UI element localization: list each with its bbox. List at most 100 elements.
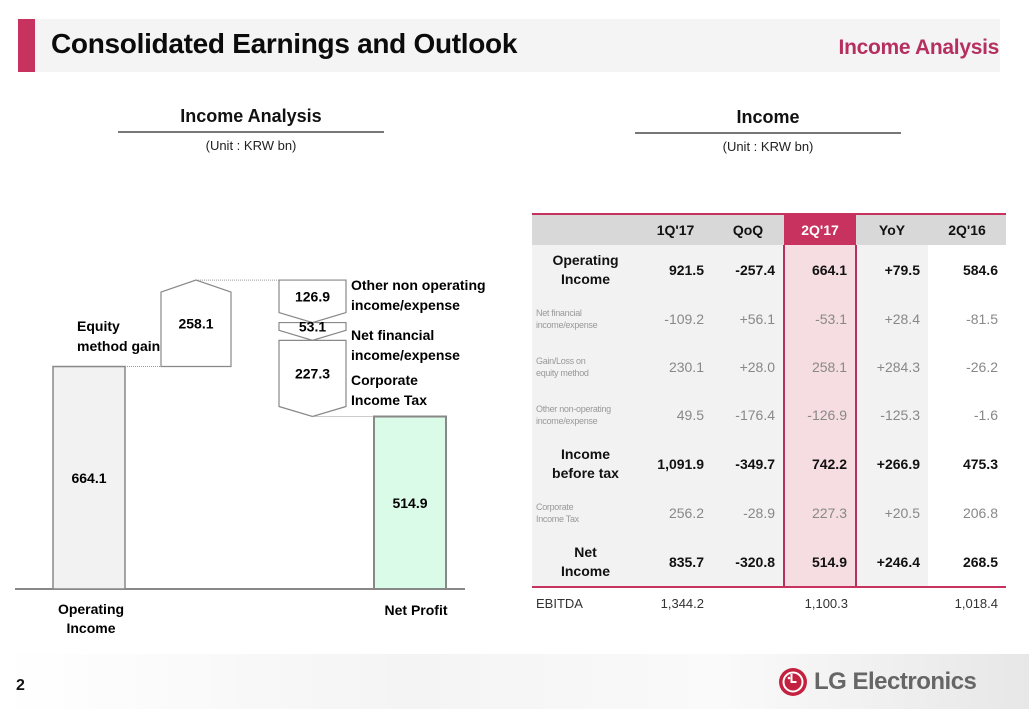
- row-label: Net financial income/expense: [532, 295, 639, 343]
- table-cell: 742.2: [783, 439, 857, 489]
- col-header-yoy: YoY: [878, 222, 906, 238]
- section-label: Income Analysis: [838, 36, 1000, 59]
- net-profit-bar: [373, 415, 447, 590]
- tax-label-line2: Income Tax: [351, 392, 427, 408]
- row-label-line: Income Tax: [536, 514, 579, 524]
- row-label-line: Other non-operating: [536, 404, 611, 414]
- other-nonop-arrow: [278, 279, 347, 324]
- table-cell: 1,091.9: [639, 439, 712, 489]
- row-label-line: Income: [560, 446, 610, 462]
- col-header-2q16: 2Q'16: [948, 222, 986, 238]
- table-cell: 256.2: [639, 489, 712, 537]
- net-financial-arrow: [278, 321, 347, 341]
- table-cell: 475.3: [928, 439, 1006, 489]
- table-row: Operating Income 921.5 -257.4 664.1 +79.5 584.…: [532, 245, 1006, 295]
- waterfall-chart: 664.1 258.1 126.9 53.1 227.3 514.9 Equit…: [15, 277, 486, 636]
- equity-gain-value: 258.1: [178, 315, 213, 331]
- table-cell: 1,100.3: [804, 595, 848, 611]
- other-label-line2: income/expense: [351, 297, 460, 313]
- table-cell: 227.3: [783, 489, 857, 537]
- row-label-line: Corporate: [536, 502, 574, 512]
- table-cell: 206.8: [928, 489, 1006, 537]
- table-cell: 921.5: [639, 245, 712, 295]
- left-panel-rule: [118, 131, 384, 133]
- row-label-line: Net financial: [536, 308, 582, 318]
- left-panel-title: Income Analysis: [180, 106, 322, 126]
- net-financial-value: 53.1: [299, 318, 326, 334]
- operating-income-bar: [52, 365, 126, 590]
- row-label: Income before tax: [532, 439, 639, 489]
- tax-label-line1: Corporate: [351, 372, 418, 388]
- table-row: Net Income 835.7 -320.8 514.9 +246.4 268.5: [532, 537, 1006, 588]
- row-label-line: Operating: [552, 252, 619, 268]
- table-cell: -125.3: [856, 391, 928, 439]
- col-header-qoq: QoQ: [732, 222, 764, 238]
- table-cell: 49.5: [639, 391, 712, 439]
- table-cell: -109.2: [639, 295, 712, 343]
- table-cell: -81.5: [928, 295, 1006, 343]
- table-cell: +79.5: [856, 245, 928, 295]
- table-row: Corporate Income Tax 256.2 -28.9 227.3 +20.5 2…: [532, 489, 1006, 537]
- operating-income-value: 664.1: [71, 470, 106, 486]
- table-cell: -26.2: [928, 343, 1006, 391]
- ebitda-label: EBITDA: [536, 595, 583, 611]
- table-row-ebitda: EBITDA 1,344.2 1,100.3 1,018.4: [532, 587, 1006, 618]
- table-top-rule: [532, 213, 1006, 215]
- other-nonop-value: 126.9: [295, 288, 330, 304]
- table-row: Net financial income/expense -109.2 +56.1 -5…: [532, 295, 1006, 343]
- lg-logo-icon: [779, 668, 807, 696]
- other-label-line1: Other non operating: [351, 277, 486, 293]
- row-label: Corporate Income Tax: [532, 489, 639, 537]
- row-label: Net Income: [532, 537, 639, 588]
- table-cell: -320.8: [712, 537, 784, 588]
- netfin-label-line1: Net financial: [351, 327, 434, 343]
- row-label: Gain/Loss on equity method: [532, 343, 639, 391]
- row-label-line: equity method: [536, 368, 589, 378]
- table-cell: -126.9: [783, 391, 857, 439]
- row-label: Operating Income: [532, 245, 639, 295]
- table-cell: 664.1: [783, 245, 857, 295]
- right-panel-title: Income: [736, 107, 800, 127]
- brand-logo: LG Electronics: [778, 667, 977, 697]
- table-row: Other non-operating income/expense 49.5 -17…: [532, 391, 1006, 439]
- table-cell: +28.4: [856, 295, 928, 343]
- table-cell: -176.4: [712, 391, 784, 439]
- brand-name: LG Electronics: [814, 668, 977, 695]
- table-cell: 835.7: [639, 537, 712, 588]
- row-label-line: Net: [574, 543, 597, 560]
- row-label-line: income/expense: [536, 416, 598, 426]
- equity-label-line1: Equity: [77, 318, 120, 334]
- right-panel-unit: (Unit : KRW bn): [722, 139, 814, 154]
- table-cell: [856, 587, 928, 618]
- page-number: 2: [16, 677, 25, 694]
- table-cell: -53.1: [783, 295, 857, 343]
- table-cell: -28.9: [712, 489, 784, 537]
- header-bar: [18, 19, 1000, 72]
- table-row: Income before tax 1,091.9 -349.7 742.2 +266.9…: [532, 439, 1006, 489]
- equity-label-line2: method gain: [77, 338, 160, 354]
- table-cell: 584.6: [928, 245, 1006, 295]
- row-label-line: Gain/Loss on: [536, 356, 586, 366]
- footer-bar: [0, 654, 1029, 709]
- table-cell: +56.1: [712, 295, 784, 343]
- row-label-line: Income: [560, 271, 610, 287]
- row-label-line: income/expense: [536, 320, 598, 330]
- table-cell: -1.6: [928, 391, 1006, 439]
- operating-income-axis-label-2: Income: [66, 620, 115, 636]
- table-cell: +20.5: [856, 489, 928, 537]
- table-cell: 230.1: [639, 343, 712, 391]
- table-cell: 514.9: [783, 537, 857, 588]
- table-cell: +246.4: [856, 537, 928, 588]
- netfin-label-line2: income/expense: [351, 347, 460, 363]
- left-panel-unit: (Unit : KRW bn): [205, 138, 297, 153]
- net-profit-axis-label: Net Profit: [385, 602, 448, 618]
- header-accent: [18, 19, 35, 72]
- right-panel-rule: [635, 132, 901, 134]
- table-row: Gain/Loss on equity method 230.1 +28.0 258.1…: [532, 343, 1006, 391]
- col-header-label: [532, 215, 639, 245]
- net-profit-value: 514.9: [392, 495, 427, 511]
- operating-income-axis-label-1: Operating: [58, 601, 124, 617]
- col-header-2q17: 2Q'17: [784, 215, 856, 245]
- row-label-line: before tax: [552, 465, 619, 481]
- table-cell: 1,344.2: [660, 595, 704, 611]
